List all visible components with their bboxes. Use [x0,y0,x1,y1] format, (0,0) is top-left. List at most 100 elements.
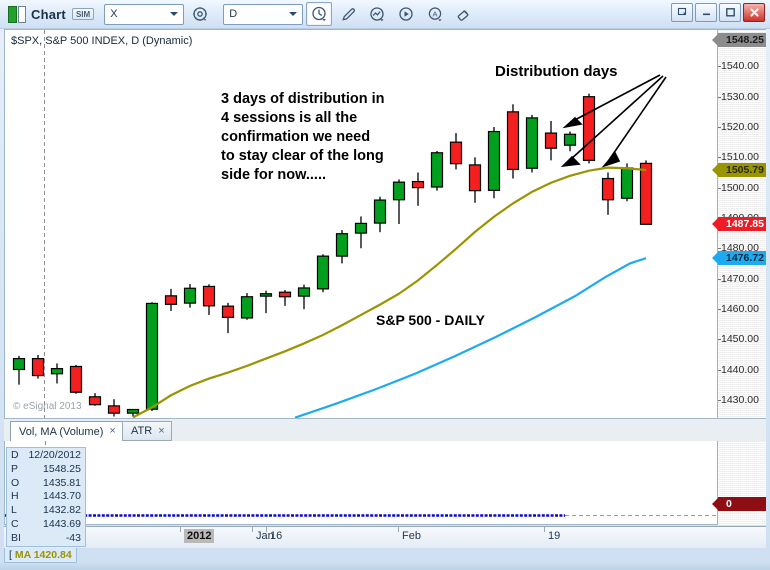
data-readout-box: D 12/20/2012 P 1548.25 O 1435.81 H 1443.70 L 1432… [6,447,86,547]
candle [506,111,520,171]
candle [145,302,159,410]
volume-axis[interactable]: 0 [712,441,766,525]
chevron-down-icon[interactable] [289,11,298,16]
volume-zero-marker: 0 [712,497,766,511]
restore-down-button[interactable] [671,3,693,22]
readout-key: H [11,490,19,503]
interval-combo-value: D [229,8,238,20]
candle [107,405,121,414]
symbol-settings-icon[interactable] [187,2,213,26]
eraser-icon[interactable] [451,2,477,26]
candle [563,133,577,146]
readout-key: BI [11,531,21,544]
price-tick: 1510.00 [718,151,759,164]
price-tick: 1440.00 [718,363,759,376]
candle [639,162,653,225]
crosshair-line [44,30,45,418]
last-price-marker: 1487.85 [712,217,766,232]
symbol-label: $SPX, S&P 500 INDEX, D (Dynamic) [11,35,193,47]
candle [335,233,349,257]
tab-volume[interactable]: Vol, MA (Volume) × [10,421,123,442]
readout-key: O [11,476,20,489]
readout-row: H 1443.70 [7,490,85,504]
close-button[interactable] [743,3,765,22]
ma-readout-value: 1420.84 [33,549,72,561]
svg-text:A: A [432,9,437,18]
annotation-distribution-days: Distribution days [495,63,618,80]
ma-readout-overlay: [ MA 1420.84 [4,548,77,563]
candle [601,177,615,201]
candle [164,295,178,305]
annotation-icon[interactable]: A [422,2,448,26]
readout-row: C 1443.69 [7,518,85,532]
candle [278,291,292,298]
readout-value: 1435.81 [43,476,81,489]
date-tick: Feb [402,530,421,542]
tab-atr-label: ATR [131,425,153,437]
candle [12,357,26,371]
watermark: © eSignal 2013 [13,401,82,412]
volume-ma-series [5,441,718,524]
date-tick: 19 [548,530,561,542]
candle [221,305,235,318]
volume-plot-area[interactable] [4,441,718,525]
play-icon[interactable] [393,2,419,26]
close-icon[interactable]: × [109,425,116,437]
candle [411,180,425,189]
candle [620,167,634,199]
date-gridmark [398,527,399,532]
candle [240,296,254,319]
date-gridmark [544,527,545,532]
chevron-down-icon[interactable] [170,11,179,16]
readout-key: C [11,517,19,530]
candle [31,357,45,377]
window-controls [671,3,765,22]
high-marker: 1548.25 [712,33,766,47]
tab-atr[interactable]: ATR × [122,421,172,441]
candle [354,222,368,234]
candle [525,117,539,169]
candle [126,408,140,414]
window-title: Chart [31,6,66,22]
candle [430,152,444,188]
symbol-combo-value: X [110,8,118,20]
date-gridmark [180,527,181,532]
candle [297,287,311,297]
annotation-distribution-note: 3 days of distribution in 4 sessions is … [221,91,385,183]
symbol-combo[interactable]: X [104,3,185,25]
minimize-button[interactable] [695,3,717,22]
price-axis[interactable]: 1540.001530.001520.001510.001500.001490.… [712,30,766,418]
annotation-series-label: S&P 500 - DAILY [376,312,485,328]
candle [50,367,64,375]
status-bar [0,562,770,570]
time-template-icon[interactable] [306,2,333,26]
readout-value: 1432.82 [43,504,81,517]
candle [582,96,596,161]
draw-pencil-icon[interactable] [335,2,361,26]
tab-volume-label: Vol, MA (Volume) [19,425,104,438]
candle [392,181,406,201]
chart-app-icon [8,5,26,23]
maximize-button[interactable] [719,3,741,22]
interval-combo[interactable]: D [223,3,304,25]
candle [468,164,482,192]
close-icon[interactable]: × [158,424,165,437]
date-tick: 16 [270,530,283,542]
date-axis[interactable]: 2012 Jan 16 Feb 19 [4,526,766,548]
date-gridmark [252,527,253,532]
readout-row: P 1548.25 [7,463,85,477]
candle [449,141,463,165]
candle [487,130,501,191]
ma-fast-marker: 1476.72 [712,251,766,266]
ma-readout-key: MA [14,549,31,561]
readout-value: 1548.25 [43,462,81,475]
price-tick: 1470.00 [718,272,759,285]
studies-icon[interactable] [364,2,390,26]
candle [316,255,330,290]
price-tick: 1500.00 [718,181,759,194]
price-tick: 1540.00 [718,60,759,73]
candle [259,293,273,297]
price-chart-panel[interactable]: $SPX, S&P 500 INDEX, D (Dynamic) © eSign… [4,29,766,419]
price-plot-area[interactable]: $SPX, S&P 500 INDEX, D (Dynamic) © eSign… [5,30,719,418]
